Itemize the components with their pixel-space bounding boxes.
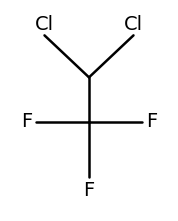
Text: F: F: [146, 112, 157, 131]
Text: F: F: [83, 181, 95, 200]
Text: Cl: Cl: [124, 15, 143, 34]
Text: Cl: Cl: [35, 15, 54, 34]
Text: F: F: [21, 112, 32, 131]
